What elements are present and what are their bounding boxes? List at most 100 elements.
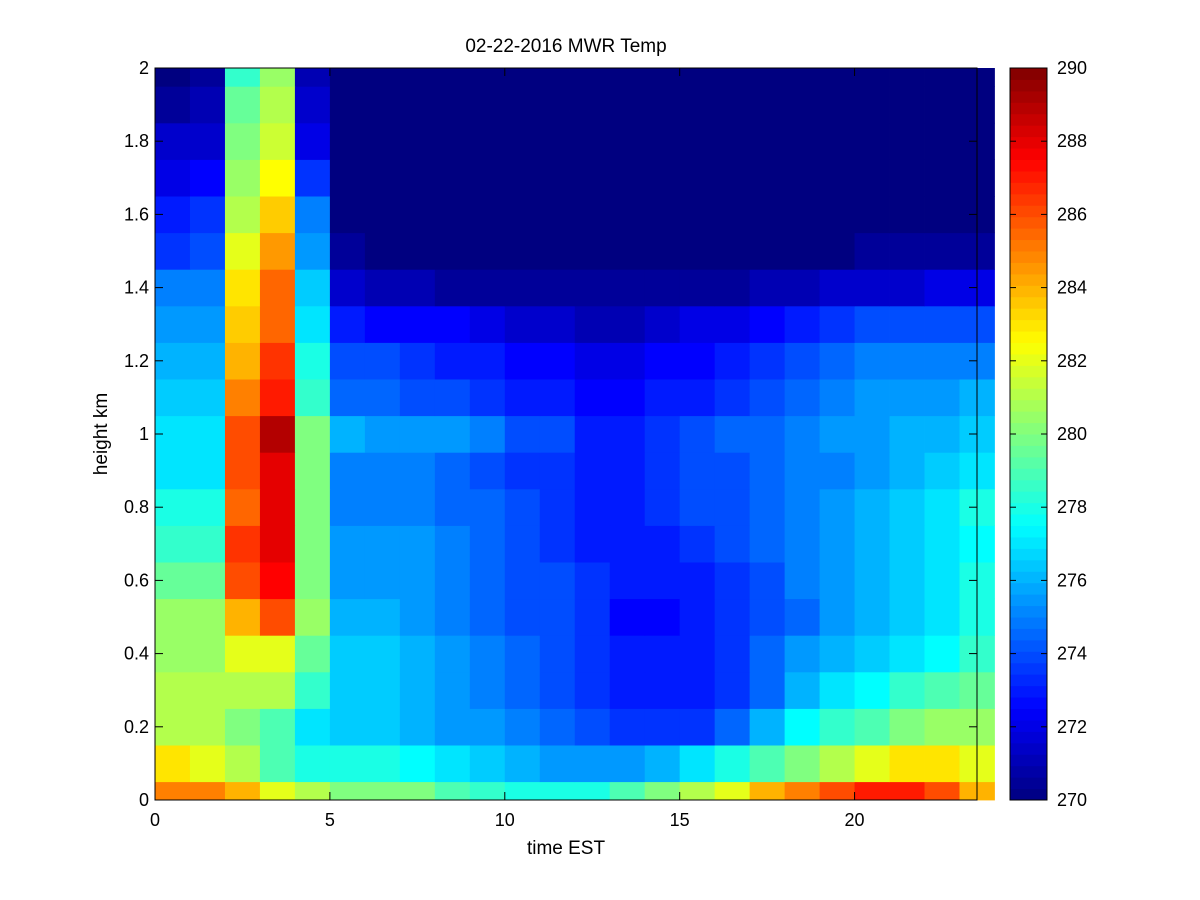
heatmap-cell	[854, 598, 890, 636]
heatmap-cell	[155, 305, 191, 343]
colorbar-swatch	[1010, 308, 1047, 321]
heatmap-cell	[259, 269, 296, 307]
colorbar-swatch	[1010, 102, 1047, 115]
heatmap-cell	[644, 269, 681, 307]
heatmap-cell	[399, 159, 436, 197]
colorbar-swatch	[1010, 754, 1047, 767]
heatmap-cell	[329, 452, 366, 490]
heatmap-cell	[854, 745, 890, 783]
colorbar-swatch	[1010, 662, 1047, 675]
heatmap-cell	[819, 122, 855, 160]
heatmap-cell	[329, 86, 366, 124]
heatmap-cell	[854, 196, 890, 234]
heatmap-cell	[679, 488, 716, 526]
heatmap-cell	[294, 305, 331, 343]
heatmap-cell	[819, 305, 855, 343]
heatmap-cell	[155, 68, 191, 87]
heatmap-cell	[504, 635, 541, 673]
heatmap-cell	[364, 86, 401, 124]
heatmap-cell	[329, 488, 366, 526]
heatmap-cell	[924, 415, 960, 453]
heatmap-cell	[889, 415, 925, 453]
heatmap-cell	[644, 781, 681, 801]
heatmap-cell	[784, 86, 820, 124]
heatmap-cell	[329, 562, 366, 600]
heatmap-cell	[889, 122, 925, 160]
heatmap-cell	[854, 379, 890, 417]
heatmap-cell	[644, 86, 681, 124]
heatmap-cell	[364, 159, 401, 197]
heatmap-cells	[155, 68, 995, 801]
heatmap-cell	[224, 415, 261, 453]
heatmap-cell	[749, 68, 786, 87]
heatmap-cell	[294, 562, 331, 600]
heatmap-cell	[364, 232, 401, 270]
heatmap-cell	[504, 68, 541, 87]
heatmap-cell	[469, 305, 506, 343]
heatmap-cell	[224, 342, 261, 380]
heatmap-cell	[854, 415, 890, 453]
heatmap-cell	[399, 488, 436, 526]
colorbar-swatch	[1010, 422, 1047, 435]
colorbar-swatch	[1010, 182, 1047, 195]
heatmap-cell	[189, 86, 226, 124]
heatmap-cell	[819, 379, 855, 417]
heatmap-cell	[329, 342, 366, 380]
heatmap-cell	[784, 68, 820, 87]
heatmap-cell	[749, 598, 786, 636]
heatmap-cell	[434, 525, 471, 563]
heatmap-cell	[924, 452, 960, 490]
colorbar-tick-label: 280	[1057, 424, 1087, 444]
heatmap-cell	[854, 68, 890, 87]
heatmap-cell	[714, 122, 751, 160]
heatmap-cell	[644, 452, 681, 490]
heatmap-cell	[259, 452, 296, 490]
heatmap-cell	[644, 159, 681, 197]
heatmap-cell	[364, 379, 401, 417]
heatmap-cell	[574, 671, 611, 709]
heatmap-cell	[539, 562, 576, 600]
heatmap-cell	[924, 562, 960, 600]
heatmap-cell	[854, 488, 890, 526]
heatmap-cell	[364, 745, 401, 783]
heatmap-cell	[224, 562, 261, 600]
heatmap-cell	[714, 415, 751, 453]
heatmap-cell	[469, 671, 506, 709]
heatmap-cell	[329, 781, 366, 801]
heatmap-cell	[434, 305, 471, 343]
heatmap-cell	[784, 562, 820, 600]
heatmap-cell	[434, 708, 471, 746]
heatmap-cell	[889, 525, 925, 563]
colorbar-swatch	[1010, 639, 1047, 652]
heatmap-cell	[189, 379, 226, 417]
y-tick-label: 0.4	[124, 644, 149, 664]
heatmap-cell	[749, 488, 786, 526]
heatmap-cell	[574, 598, 611, 636]
heatmap-cell	[889, 342, 925, 380]
heatmap-cell	[714, 68, 751, 87]
heatmap-cell	[574, 196, 611, 234]
heatmap-cell	[434, 68, 471, 87]
x-tick-label: 15	[670, 810, 690, 830]
colorbar-swatch	[1010, 628, 1047, 641]
heatmap-cell	[749, 159, 786, 197]
heatmap-cell	[399, 525, 436, 563]
colorbar-tick-label: 272	[1057, 717, 1087, 737]
heatmap-cell	[679, 598, 716, 636]
heatmap-cell	[155, 159, 191, 197]
heatmap-cell	[504, 232, 541, 270]
heatmap-cell	[679, 232, 716, 270]
heatmap-cell	[399, 269, 436, 307]
heatmap-cell	[259, 122, 296, 160]
colorbar-swatch	[1010, 296, 1047, 309]
heatmap-cell	[469, 745, 506, 783]
heatmap-cell	[189, 562, 226, 600]
heatmap-cell	[329, 305, 366, 343]
heatmap-cell	[924, 122, 960, 160]
heatmap-cell	[819, 562, 855, 600]
heatmap-cell	[329, 671, 366, 709]
y-tick-label: 0	[139, 790, 149, 810]
heatmap-cell	[329, 159, 366, 197]
heatmap-cell	[469, 635, 506, 673]
heatmap-cell	[504, 196, 541, 234]
